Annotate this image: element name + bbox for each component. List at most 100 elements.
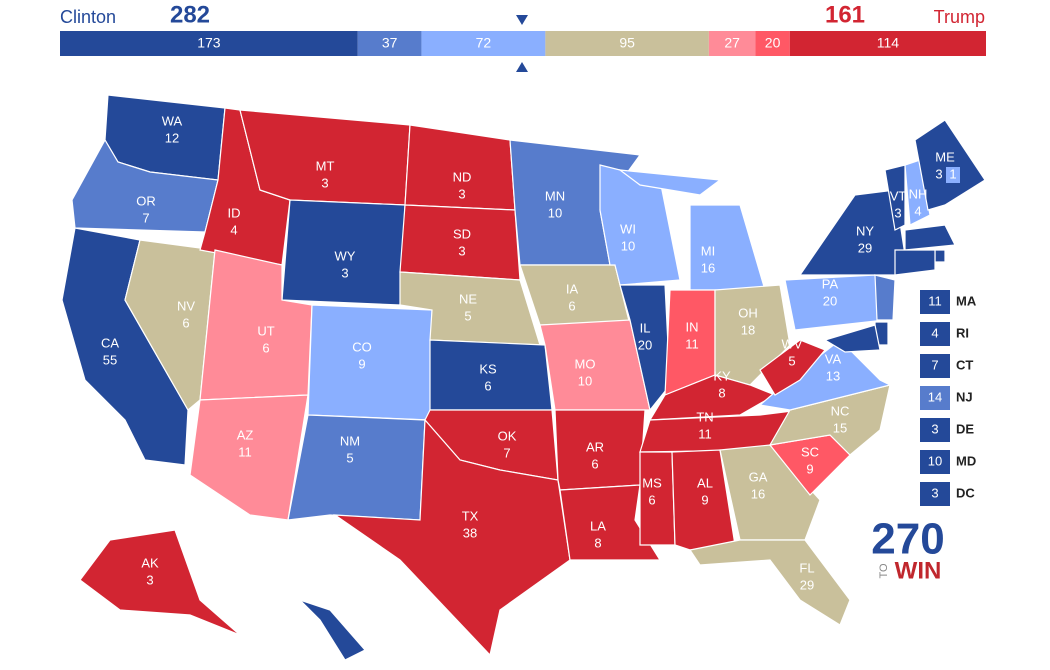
state bbox=[719, 444, 821, 541]
small-state-abbr: DC bbox=[956, 485, 975, 500]
state-ev: 9 bbox=[701, 492, 708, 507]
state-ev: 29 bbox=[800, 577, 814, 592]
state-abbr: PA bbox=[822, 276, 839, 291]
state bbox=[934, 249, 946, 263]
state bbox=[599, 164, 681, 286]
midpoint-marker bbox=[516, 15, 528, 25]
small-state-ev: 3 bbox=[931, 421, 938, 436]
state-ev: 3 bbox=[894, 205, 901, 220]
state-ev: 3 bbox=[341, 265, 348, 280]
state-ev: 5 bbox=[788, 353, 795, 368]
bar-segment bbox=[545, 31, 709, 56]
state-abbr: SD bbox=[453, 226, 471, 241]
state-ev: 38 bbox=[463, 525, 477, 540]
state-abbr: AL bbox=[697, 475, 713, 490]
state-abbr: OR bbox=[136, 193, 156, 208]
state-ev: 11 bbox=[685, 336, 699, 351]
state bbox=[874, 274, 896, 321]
state-abbr: LA bbox=[590, 518, 606, 533]
state-ev: 4 bbox=[318, 646, 325, 661]
state-ev: 4 bbox=[230, 222, 237, 237]
state bbox=[823, 324, 881, 353]
small-state-box bbox=[920, 322, 950, 346]
state-abbr: IL bbox=[640, 320, 651, 335]
small-state-box bbox=[920, 386, 950, 410]
state-abbr: MS bbox=[642, 475, 662, 490]
state-ev: 11 bbox=[698, 426, 712, 441]
state-ev: 29 bbox=[858, 240, 872, 255]
state-abbr: SC bbox=[801, 444, 819, 459]
state-abbr: ID bbox=[228, 205, 241, 220]
state bbox=[689, 539, 851, 626]
state-abbr: NV bbox=[177, 298, 195, 313]
state-ev: 6 bbox=[182, 315, 189, 330]
state-ev: 9 bbox=[358, 356, 365, 371]
state-ev: 6 bbox=[591, 456, 598, 471]
state-abbr: TX bbox=[462, 508, 479, 523]
left-name: Clinton bbox=[60, 7, 116, 27]
state-abbr: MT bbox=[316, 158, 335, 173]
state-abbr: CO bbox=[352, 339, 372, 354]
state-abbr: NC bbox=[831, 403, 850, 418]
state-ev: 20 bbox=[638, 337, 652, 352]
bar-segment bbox=[357, 31, 422, 56]
state-ev: 3 bbox=[458, 243, 465, 258]
small-state-list: 11 MA 4 RI 7 CT 14 NJ 3 DE 10 MD 3 DC bbox=[920, 290, 977, 506]
state-abbr: ND bbox=[453, 169, 472, 184]
small-state-ev: 4 bbox=[931, 325, 938, 340]
state-ev: 15 bbox=[833, 420, 847, 435]
segment-label: 20 bbox=[765, 35, 781, 51]
state bbox=[904, 159, 931, 226]
midpoint-marker bbox=[516, 62, 528, 72]
ev-bar: 173 37 72 95 27 20 114 bbox=[60, 31, 986, 56]
state-abbr: WY bbox=[335, 248, 356, 263]
small-state-ev: 14 bbox=[928, 389, 942, 404]
small-state-ev: 10 bbox=[928, 453, 942, 468]
state-ev: 3 bbox=[146, 572, 153, 587]
bar-segment bbox=[708, 31, 756, 56]
state-abbr: NM bbox=[340, 433, 360, 448]
state-ev: 10 bbox=[578, 373, 592, 388]
state bbox=[894, 249, 936, 276]
state-abbr: VT bbox=[890, 188, 907, 203]
state-abbr: ME bbox=[935, 149, 955, 164]
state bbox=[287, 414, 426, 521]
state-abbr: VA bbox=[825, 351, 842, 366]
small-state-abbr: CT bbox=[956, 357, 973, 372]
state bbox=[189, 394, 309, 521]
state-ev: 3 bbox=[321, 175, 328, 190]
state-abbr: IA bbox=[566, 281, 579, 296]
state bbox=[307, 304, 433, 421]
state-ev: 10 bbox=[621, 238, 635, 253]
state-abbr: NY bbox=[856, 223, 874, 238]
state-abbr: IN bbox=[686, 319, 699, 334]
state-ev: 3 bbox=[458, 186, 465, 201]
us-map bbox=[61, 94, 986, 661]
bar-segment bbox=[421, 31, 546, 56]
bar-segment bbox=[60, 31, 358, 56]
segment-label: 37 bbox=[382, 35, 398, 51]
state-ev: 55 bbox=[103, 352, 117, 367]
state-ev: 16 bbox=[751, 486, 765, 501]
right-name: Trump bbox=[934, 7, 985, 27]
state-ev: 7 bbox=[503, 445, 510, 460]
state-ev: 6 bbox=[648, 492, 655, 507]
state-abbr: AK bbox=[141, 555, 159, 570]
district-ev: 1 bbox=[949, 166, 956, 181]
state-ev: 9 bbox=[806, 461, 813, 476]
small-state-ev: 11 bbox=[928, 293, 942, 308]
state-abbr: MO bbox=[575, 356, 596, 371]
state-ev: 20 bbox=[823, 293, 837, 308]
state-ev: 4 bbox=[914, 203, 921, 218]
small-state-box bbox=[920, 482, 950, 506]
small-state-ev: 7 bbox=[931, 357, 938, 372]
logo-win: WIN bbox=[895, 557, 942, 584]
small-state-abbr: NJ bbox=[956, 389, 973, 404]
state-abbr: WI bbox=[620, 221, 636, 236]
segment-label: 95 bbox=[619, 35, 635, 51]
state-abbr: TN bbox=[696, 409, 713, 424]
small-state-abbr: MD bbox=[956, 453, 976, 468]
state-abbr: WV bbox=[782, 336, 803, 351]
state-ev: 12 bbox=[165, 130, 179, 145]
